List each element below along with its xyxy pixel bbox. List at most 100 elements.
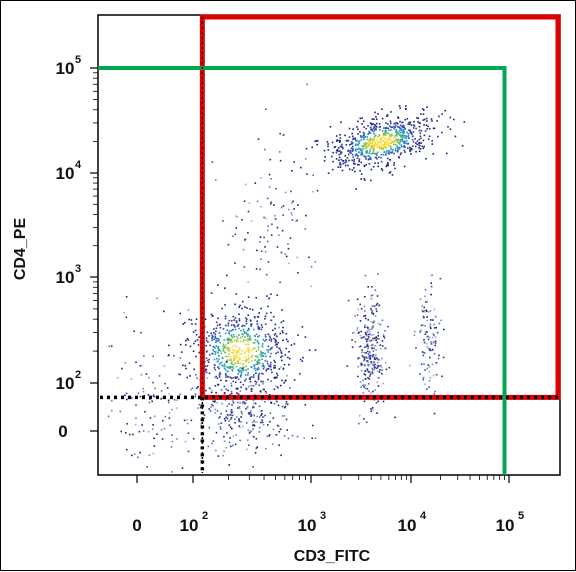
data-point bbox=[236, 340, 239, 342]
data-point bbox=[420, 137, 422, 140]
data-point bbox=[244, 402, 246, 404]
data-point bbox=[373, 118, 375, 120]
data-point bbox=[369, 141, 372, 144]
data-point bbox=[217, 383, 220, 386]
data-point bbox=[375, 354, 377, 356]
data-point bbox=[360, 173, 363, 175]
data-point bbox=[230, 365, 232, 368]
data-point bbox=[422, 376, 425, 379]
data-point bbox=[424, 288, 427, 291]
data-point bbox=[388, 136, 391, 139]
data-point bbox=[168, 393, 170, 395]
data-point bbox=[208, 387, 211, 390]
data-point bbox=[380, 141, 382, 144]
data-point bbox=[336, 148, 339, 151]
data-point bbox=[211, 352, 213, 355]
data-point bbox=[275, 434, 278, 436]
data-point bbox=[393, 128, 395, 130]
data-point bbox=[214, 408, 217, 411]
data-point bbox=[390, 133, 393, 136]
data-point bbox=[377, 273, 379, 275]
data-point bbox=[397, 117, 400, 119]
data-point bbox=[398, 156, 400, 158]
data-point bbox=[239, 340, 242, 343]
data-point bbox=[363, 351, 366, 354]
data-point bbox=[361, 152, 364, 154]
data-point bbox=[278, 326, 280, 329]
data-point bbox=[238, 327, 240, 330]
data-point bbox=[192, 350, 195, 352]
data-point bbox=[365, 164, 368, 166]
data-point bbox=[131, 454, 133, 457]
data-point bbox=[357, 357, 359, 360]
data-point bbox=[193, 342, 195, 345]
data-point bbox=[378, 156, 380, 158]
data-point bbox=[376, 151, 379, 153]
data-point bbox=[419, 148, 422, 150]
data-point bbox=[218, 358, 220, 361]
data-point bbox=[374, 141, 376, 144]
data-point bbox=[425, 309, 428, 312]
data-point bbox=[426, 120, 428, 122]
data-point bbox=[370, 294, 373, 297]
data-point bbox=[336, 140, 338, 142]
data-point bbox=[359, 303, 361, 306]
data-point bbox=[225, 376, 227, 378]
data-point bbox=[126, 448, 128, 451]
data-point bbox=[429, 376, 432, 379]
data-point bbox=[438, 322, 441, 325]
data-point bbox=[252, 342, 255, 344]
data-point bbox=[363, 138, 365, 141]
data-point bbox=[216, 340, 219, 342]
data-point bbox=[218, 363, 221, 366]
data-point bbox=[297, 204, 299, 206]
data-point bbox=[252, 385, 255, 387]
data-point bbox=[370, 408, 372, 410]
data-point bbox=[387, 138, 389, 141]
data-point bbox=[359, 381, 362, 383]
data-point bbox=[235, 321, 238, 324]
data-point bbox=[433, 308, 436, 311]
data-point bbox=[401, 121, 403, 124]
data-point bbox=[144, 410, 146, 413]
data-point bbox=[125, 296, 128, 298]
data-point bbox=[225, 373, 227, 375]
data-point bbox=[352, 135, 354, 138]
data-point bbox=[245, 399, 248, 401]
data-point bbox=[444, 109, 447, 112]
data-point bbox=[249, 308, 251, 310]
data-point bbox=[369, 155, 371, 158]
data-point bbox=[399, 138, 401, 141]
data-point bbox=[213, 364, 216, 366]
data-point bbox=[364, 346, 366, 348]
data-point bbox=[372, 321, 374, 324]
data-point bbox=[438, 354, 440, 357]
data-point bbox=[258, 353, 261, 356]
data-point bbox=[255, 381, 258, 383]
data-point bbox=[250, 356, 253, 359]
gates bbox=[98, 14, 561, 475]
data-point bbox=[143, 355, 145, 357]
data-point bbox=[237, 393, 240, 395]
data-point bbox=[250, 338, 252, 341]
data-point bbox=[151, 428, 154, 430]
data-point bbox=[265, 273, 268, 276]
data-point bbox=[375, 310, 378, 313]
data-point bbox=[373, 358, 376, 360]
data-point bbox=[246, 335, 249, 337]
data-point bbox=[251, 323, 253, 326]
data-point bbox=[273, 334, 276, 336]
data-point bbox=[231, 361, 233, 363]
data-point bbox=[363, 310, 366, 312]
data-point bbox=[179, 312, 182, 315]
data-point bbox=[359, 334, 362, 337]
data-point bbox=[353, 160, 355, 163]
data-point bbox=[293, 208, 295, 210]
data-point bbox=[250, 366, 253, 368]
data-point bbox=[384, 142, 387, 144]
data-point bbox=[362, 120, 365, 123]
data-point bbox=[121, 367, 123, 370]
data-point bbox=[356, 139, 358, 142]
data-point bbox=[240, 416, 242, 418]
data-point bbox=[424, 383, 426, 385]
